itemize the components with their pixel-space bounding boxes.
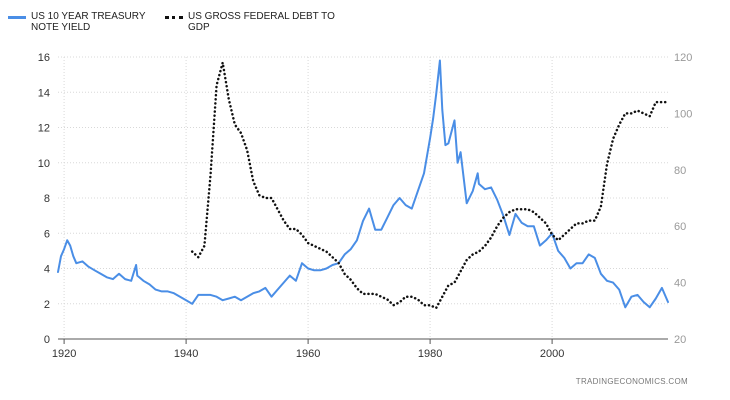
y-left-tick-label: 4 <box>44 264 50 276</box>
y-right-tick-label: 20 <box>674 334 686 346</box>
y-axis-right: 20 40 60 80 100 120 <box>674 52 692 346</box>
legend-item-treasury-yield[interactable]: US 10 YEAR TREASURY NOTE YIELD <box>8 11 151 33</box>
legend-swatch-dotted <box>165 16 183 19</box>
chart-grid <box>58 56 668 340</box>
y-right-tick-label: 40 <box>674 278 686 290</box>
x-tick-label: 2000 <box>540 348 564 360</box>
y-right-tick-label: 100 <box>674 108 692 120</box>
legend-swatch-solid <box>8 16 26 19</box>
y-left-tick-label: 16 <box>38 52 50 64</box>
y-left-tick-label: 12 <box>38 123 50 135</box>
x-tick-label: 1980 <box>418 348 442 360</box>
y-right-tick-label: 80 <box>674 165 686 177</box>
y-left-tick-label: 2 <box>44 299 50 311</box>
x-tick-label: 1940 <box>174 348 198 360</box>
y-left-tick-label: 6 <box>44 228 50 240</box>
chart-series <box>57 59 670 310</box>
x-axis: 1920 1940 1960 1980 2000 <box>52 338 668 360</box>
y-axis-left: 0 2 4 6 8 10 12 14 16 <box>38 52 50 346</box>
y-right-tick-label: 60 <box>674 221 686 233</box>
y-left-tick-label: 14 <box>38 87 50 99</box>
y-left-tick-label: 8 <box>44 193 50 205</box>
y-right-tick-label: 120 <box>674 52 692 64</box>
x-tick-label: 1920 <box>52 348 76 360</box>
series-line-0[interactable] <box>57 59 669 309</box>
legend-item-debt-to-gdp[interactable]: US GROSS FEDERAL DEBT TO GDP <box>165 11 338 33</box>
source-label: TRADINGECONOMICS.COM <box>575 377 688 386</box>
x-tick-label: 1960 <box>296 348 320 360</box>
legend-label-treasury-yield: US 10 YEAR TREASURY NOTE YIELD <box>31 11 146 33</box>
chart-legend: US 10 YEAR TREASURY NOTE YIELD US GROSS … <box>8 11 338 33</box>
y-left-tick-label: 0 <box>44 334 50 346</box>
series-line-1[interactable] <box>190 61 670 310</box>
legend-label-debt-to-gdp: US GROSS FEDERAL DEBT TO GDP <box>188 11 335 33</box>
y-left-tick-label: 10 <box>38 158 50 170</box>
